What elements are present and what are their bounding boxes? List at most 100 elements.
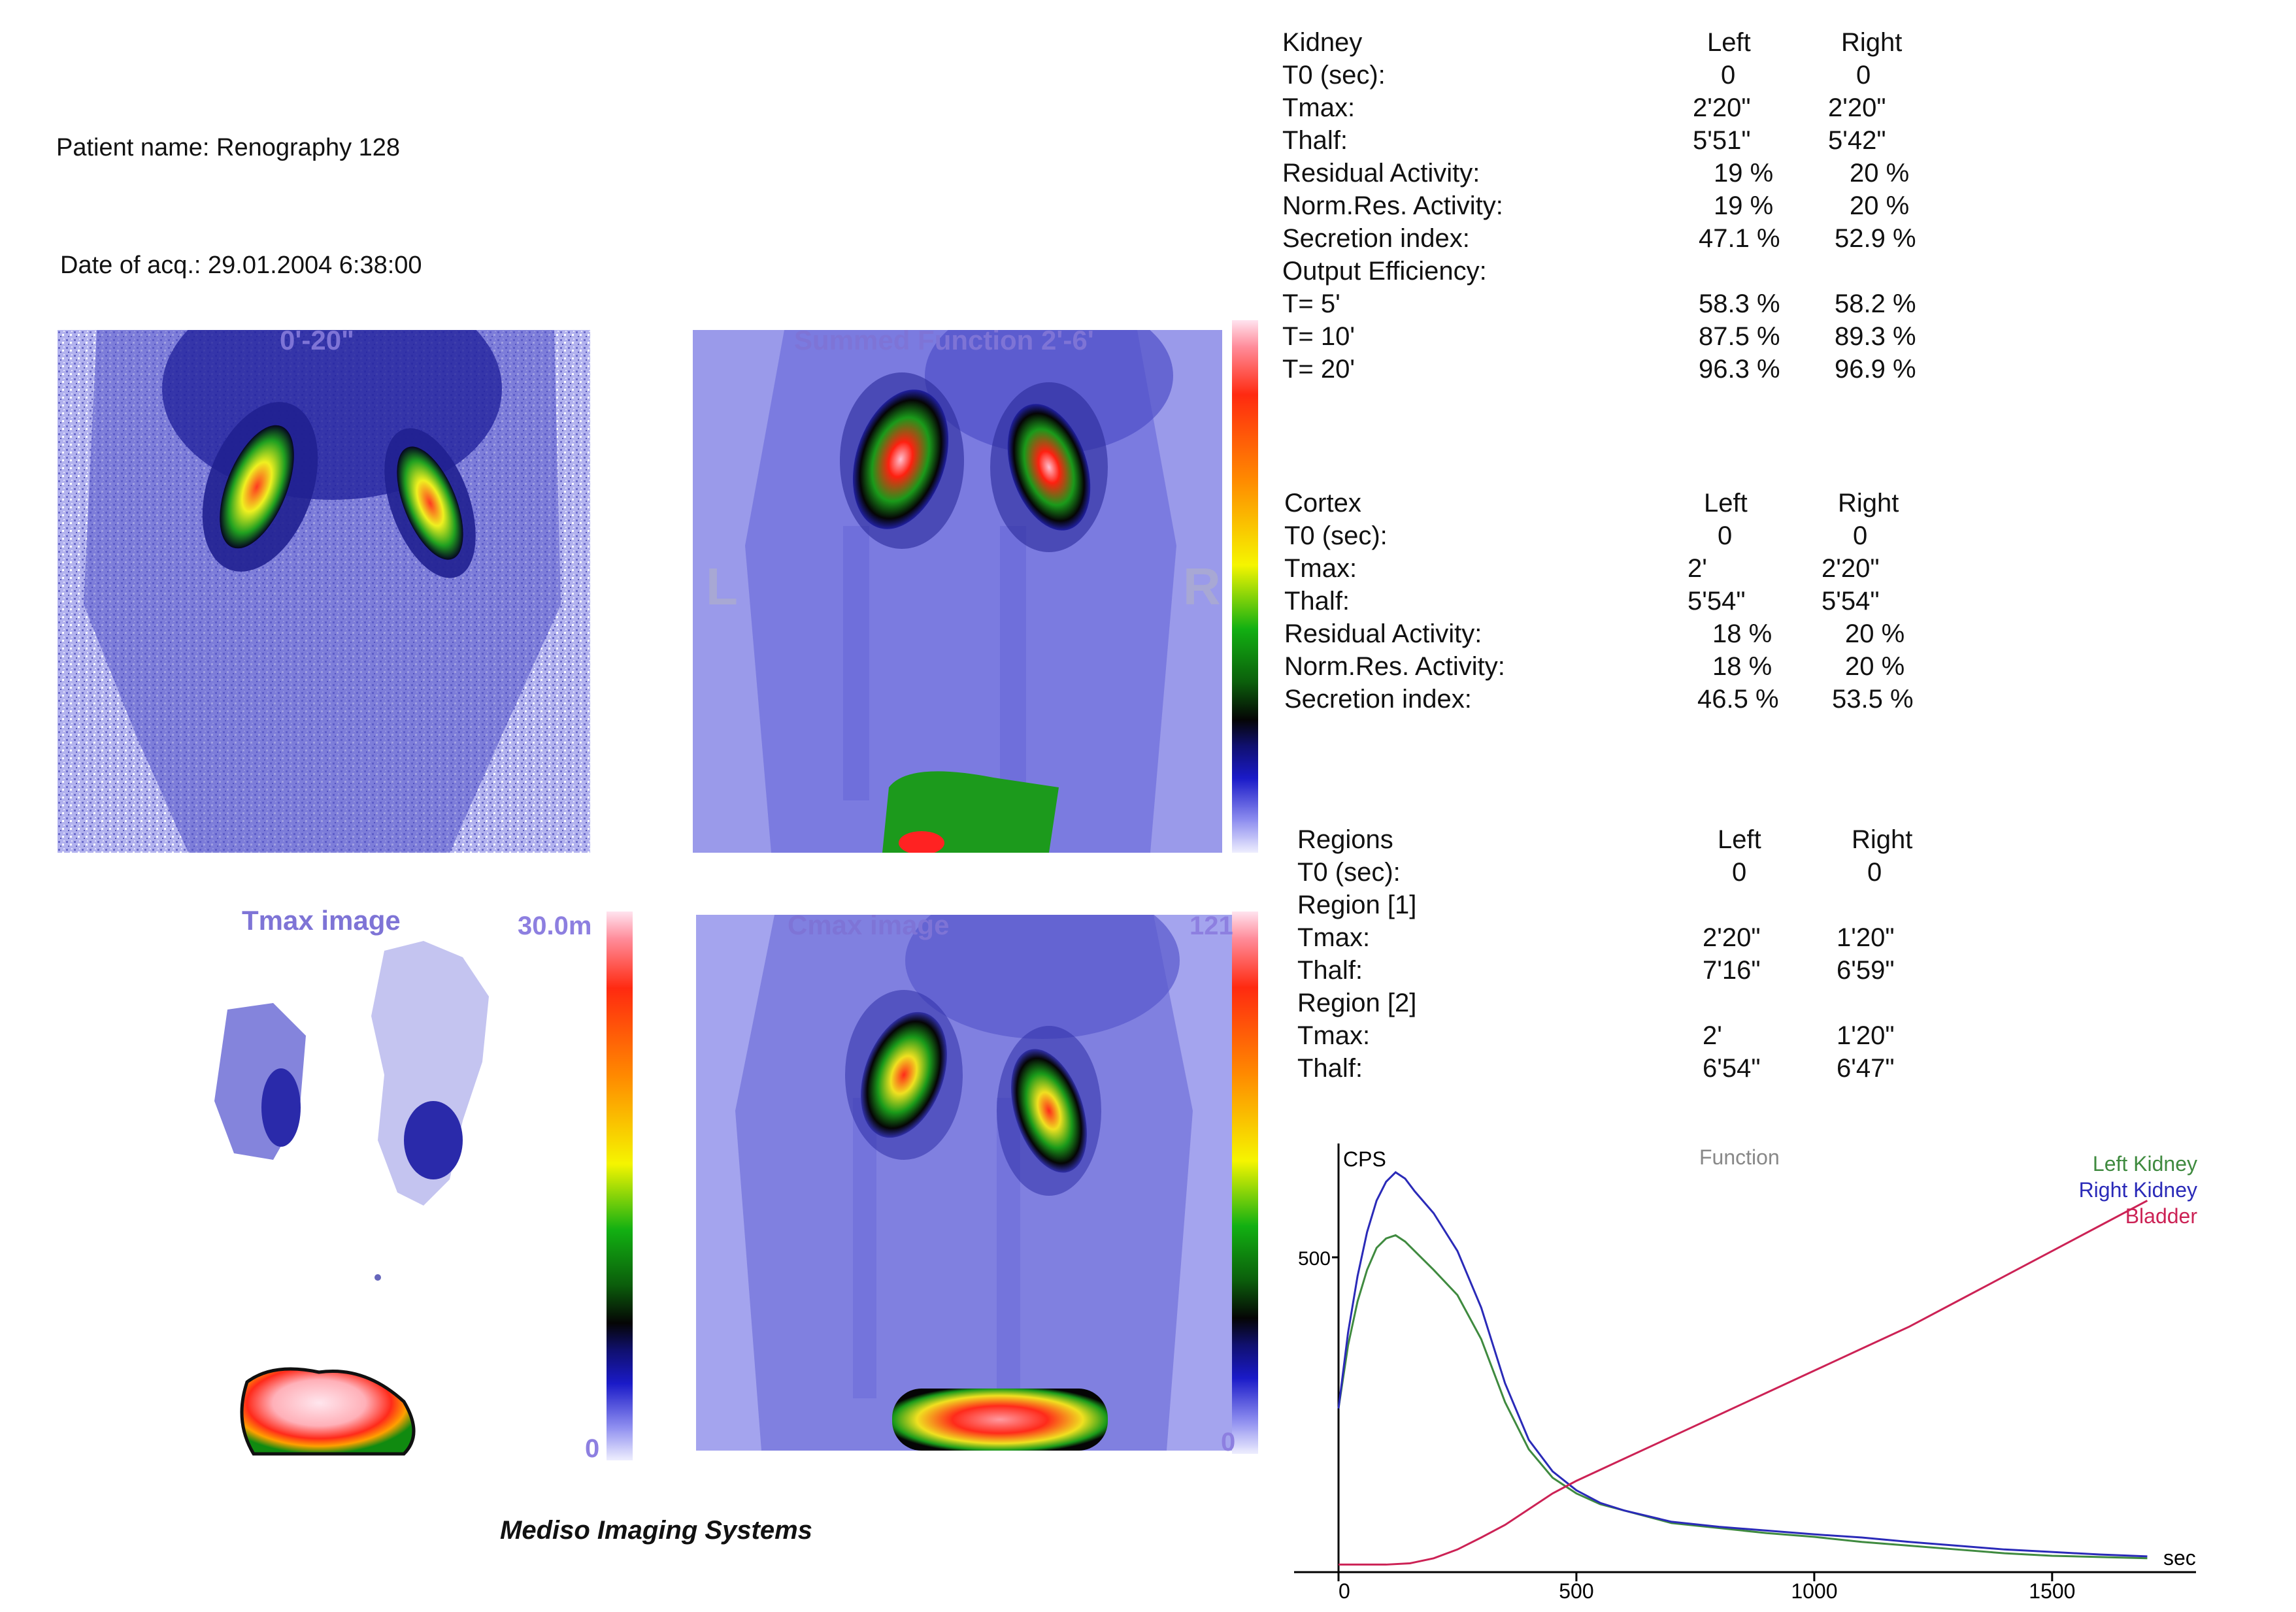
early-scan-image: 0'-20" <box>58 330 590 853</box>
legend-item: Right Kidney <box>2079 1178 2197 1202</box>
regions-row-right: 6'47" <box>1837 1054 1895 1083</box>
acquisition-date-value: 29.01.2004 6:38:00 <box>208 252 422 279</box>
y-tick-label: 500 <box>1298 1248 1331 1270</box>
summed-function-title: Summed Function 2'-6' <box>794 330 1094 355</box>
regions-heading: Regions <box>1297 825 1393 854</box>
kidney-row-label: Secretion index: <box>1282 224 1470 253</box>
cortex-row-label: Residual Activity: <box>1284 619 1482 648</box>
regions-row-right: 0 <box>1867 858 1882 887</box>
kidney-table: Kidney Left Right T0 (sec): 0 0 Tmax: 2'20"… <box>1282 26 2001 392</box>
function-chart-svg: CPS sec Function 0 500 1000 1500 500 Left Ki… <box>1294 1143 2198 1603</box>
kidney-row-label: T= 20' <box>1282 355 1356 384</box>
regions-row-label: Thalf: <box>1297 1054 1363 1083</box>
tmax-graphic <box>214 941 489 1456</box>
kidney-row-label: T= 5' <box>1282 289 1340 318</box>
kidney-row-right: 52.9 % <box>1835 224 1916 253</box>
regions-header-row: Regions Left Right <box>1297 823 2016 856</box>
kidney-heading: Kidney <box>1282 28 1363 57</box>
cortex-row: Thalf: 5'54" 5'54" <box>1284 585 2003 617</box>
cmax-image-title: Cmax image <box>788 915 949 940</box>
kidney-row: Output Efficiency: <box>1282 255 2001 288</box>
kidney-row-left: 47.1 % <box>1699 224 1780 253</box>
x-tick-label: 1000 <box>1791 1579 1837 1601</box>
cortex-row-right: 2'20" <box>1822 554 1880 583</box>
cortex-row-label: Secretion index: <box>1284 685 1472 714</box>
kidney-row: Norm.Res. Activity: 19 % 20 % <box>1282 189 2001 222</box>
cortex-row: Tmax: 2' 2'20" <box>1284 552 2003 585</box>
kidney-row-label: T0 (sec): <box>1282 61 1386 90</box>
cortex-heading: Cortex <box>1284 489 1361 518</box>
kidney-row-left: 96.3 % <box>1699 355 1780 384</box>
cortex-col-left: Left <box>1704 489 1748 518</box>
regions-row-label: Tmax: <box>1297 1021 1371 1050</box>
kidney-row-label: Residual Activity: <box>1282 159 1480 188</box>
cortex-row-right: 20 % <box>1845 652 1905 681</box>
cortex-row-right: 5'54" <box>1822 587 1880 616</box>
kidney-row-right: 0 <box>1856 61 1871 90</box>
kidney-row-left: 19 % <box>1714 159 1774 188</box>
cortex-col-right: Right <box>1838 489 1899 518</box>
summed-function-image: L R Summed Function 2'-6' <box>693 330 1261 853</box>
patient-name-label: Patient name: <box>56 134 210 161</box>
regions-row-label: Thalf: <box>1297 956 1363 985</box>
x-tick-label: 0 <box>1339 1579 1350 1601</box>
kidney-row-label: Tmax: <box>1282 93 1356 122</box>
cortex-row-left: 18 % <box>1712 652 1772 681</box>
kidney-row-label: T= 10' <box>1282 322 1356 351</box>
kidney-row-left: 19 % <box>1714 191 1774 220</box>
early-scan-title: 0'-20" <box>280 330 354 355</box>
kidney-row-right: 5'42" <box>1828 126 1886 155</box>
cortex-row-left: 46.5 % <box>1697 685 1779 714</box>
kidney-row-right: 20 % <box>1850 159 1910 188</box>
series-line-bladder <box>1339 1200 2148 1566</box>
cmax-scale-max: 121 <box>1190 912 1233 940</box>
kidney-row-left: 2'20" <box>1693 93 1751 122</box>
series-line-right-kidney <box>1337 1171 2148 1558</box>
regions-row-left: 0 <box>1732 858 1747 887</box>
kidney-row-right: 89.3 % <box>1835 322 1916 351</box>
kidney-row: T0 (sec): 0 0 <box>1282 59 2001 91</box>
regions-col-left: Left <box>1718 825 1761 854</box>
cortex-row-right: 53.5 % <box>1832 685 1914 714</box>
regions-row: Region [1] <box>1297 889 2016 921</box>
legend-item: Bladder <box>2125 1204 2198 1228</box>
kidney-row: Tmax: 2'20" 2'20" <box>1282 91 2001 124</box>
regions-row: Tmax: 2'20" 1'20" <box>1297 921 2016 954</box>
tmax-scale-max: 30.0m <box>518 912 592 940</box>
x-tick-label: 500 <box>1559 1579 1593 1601</box>
cmax-scale-min: 0 <box>1221 1428 1236 1456</box>
kidney-row-left: 0 <box>1721 61 1736 90</box>
tmax-image-title: Tmax image <box>242 905 401 936</box>
cortex-header-row: Cortex Left Right <box>1284 487 2003 519</box>
kidney-row: T= 5' 58.3 % 58.2 % <box>1282 288 2001 320</box>
cortex-row: Norm.Res. Activity: 18 % 20 % <box>1284 650 2003 683</box>
cortex-row-right: 20 % <box>1845 619 1905 648</box>
tmax-image: Tmax image <box>58 905 646 1473</box>
patient-name: Patient name: Renography 128 <box>56 131 400 164</box>
y-axis-label: CPS <box>1343 1147 1386 1171</box>
cortex-table: Cortex Left Right T0 (sec): 0 0 Tmax: 2' 2'2… <box>1284 487 2003 722</box>
regions-row-right: 1'20" <box>1837 1021 1895 1050</box>
tick-group: 0 500 1000 1500 500 <box>1298 1248 2076 1603</box>
kidney-row-right: 96.9 % <box>1835 355 1916 384</box>
x-tick-label: 1500 <box>2029 1579 2075 1601</box>
cortex-row-left: 5'54" <box>1688 587 1746 616</box>
regions-table: Regions Left Right T0 (sec): 0 0 Region [1… <box>1297 823 2016 1091</box>
regions-row-left: 2'20" <box>1703 923 1761 952</box>
cortex-row: Residual Activity: 18 % 20 % <box>1284 617 2003 650</box>
kidney-col-left: Left <box>1707 28 1751 57</box>
kidney-row-right: 20 % <box>1850 191 1910 220</box>
kidney-row: T= 10' 87.5 % 89.3 % <box>1282 320 2001 353</box>
summed-color-scale <box>1232 320 1258 853</box>
regions-row: T0 (sec): 0 0 <box>1297 856 2016 889</box>
kidney-row-label: Norm.Res. Activity: <box>1282 191 1503 220</box>
kidney-row-left: 87.5 % <box>1699 322 1780 351</box>
cortex-row-left: 18 % <box>1712 619 1772 648</box>
patient-name-value: Renography 128 <box>216 134 401 161</box>
kidney-header-row: Kidney Left Right <box>1282 26 2001 59</box>
acquisition-date-label: Date of acq.: <box>60 252 201 279</box>
kidney-row-label: Output Efficiency: <box>1282 257 1487 286</box>
right-side-marker: R <box>1183 557 1221 616</box>
